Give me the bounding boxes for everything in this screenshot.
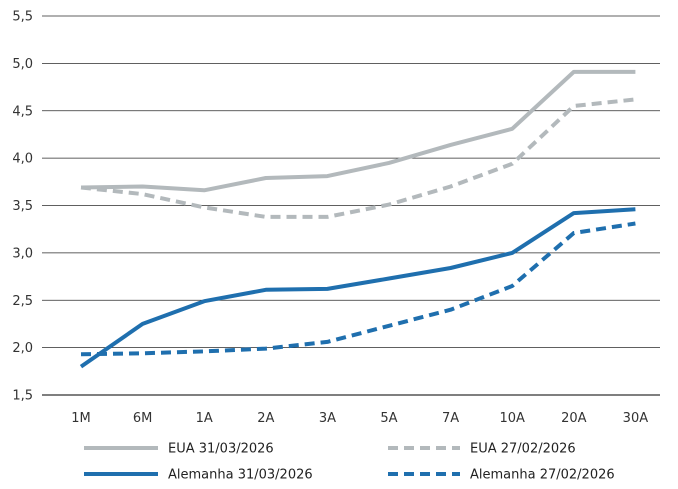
series-line-1: [80, 69, 636, 193]
x-tick-label: 7A: [442, 411, 459, 426]
x-tick-label: 1A: [196, 411, 213, 426]
series-line-3: [79, 207, 636, 369]
y-tick-label: 4,5: [12, 104, 33, 119]
x-tick-label: 6M: [133, 411, 153, 426]
y-tick-label: 3,0: [12, 246, 33, 261]
y-axis-tick-labels: 1,5 2,0 2,5 3,0 3,5 4,0 4,5 5,0 5,5: [12, 10, 33, 404]
x-tick-label: 20A: [561, 411, 587, 426]
legend: EUA 31/03/2026 EUA 27/02/2026 Alemanha 31/…: [84, 442, 615, 483]
y-tick-label: 2,5: [12, 294, 33, 309]
y-tick-label: 5,0: [12, 57, 33, 72]
legend-label: Alemanha 27/02/2026: [470, 468, 615, 483]
y-tick-label: 2,0: [12, 341, 33, 356]
y-tick-label: 1,5: [12, 389, 33, 404]
x-axis-tick-labels: 1M 6M 1A 2A 3A 5A 7A 10A 20A 30A: [71, 411, 648, 426]
series-lines: [79, 69, 636, 369]
series-line-4: [80, 221, 636, 357]
legend-label: EUA 31/03/2026: [168, 442, 274, 457]
gridlines: [42, 15, 660, 396]
legend-label: EUA 27/02/2026: [470, 442, 576, 457]
x-tick-label: 1M: [71, 411, 91, 426]
y-tick-label: 3,5: [12, 199, 33, 214]
y-tick-label: 4,0: [12, 152, 33, 167]
x-tick-label: 10A: [499, 411, 525, 426]
x-tick-label: 30A: [623, 411, 649, 426]
x-tick-label: 2A: [257, 411, 274, 426]
legend-label: Alemanha 31/03/2026: [168, 468, 313, 483]
series-line-2: [80, 97, 636, 219]
x-tick-label: 5A: [380, 411, 397, 426]
y-tick-label: 5,5: [12, 10, 33, 25]
x-tick-label: 3A: [319, 411, 336, 426]
